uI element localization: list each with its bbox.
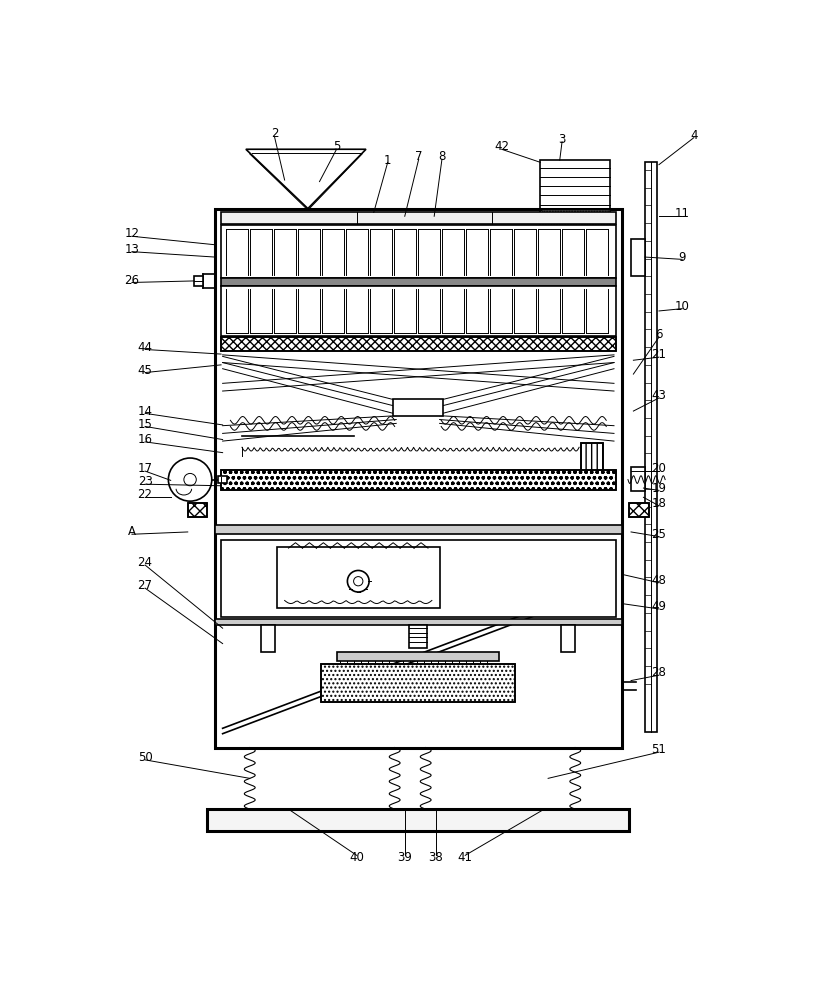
Text: 14: 14 bbox=[138, 405, 152, 418]
Text: 8: 8 bbox=[437, 150, 445, 163]
Text: 41: 41 bbox=[457, 851, 472, 864]
Bar bbox=[221, 337, 615, 351]
Bar bbox=[336, 652, 499, 661]
Text: 50: 50 bbox=[138, 751, 152, 764]
Text: 27: 27 bbox=[138, 579, 152, 592]
Text: 13: 13 bbox=[124, 243, 139, 256]
Bar bbox=[321, 664, 514, 702]
Text: 15: 15 bbox=[138, 418, 152, 431]
Text: 23: 23 bbox=[138, 475, 152, 488]
Text: A: A bbox=[128, 525, 136, 538]
Text: 26: 26 bbox=[124, 274, 139, 287]
Bar bbox=[221, 540, 615, 617]
Text: 20: 20 bbox=[651, 462, 666, 475]
Bar bbox=[221, 225, 615, 278]
Bar bbox=[188, 503, 207, 517]
Bar bbox=[540, 160, 609, 243]
Text: 3: 3 bbox=[558, 133, 565, 146]
Text: 18: 18 bbox=[651, 497, 666, 510]
Text: 1: 1 bbox=[383, 154, 391, 167]
Text: 7: 7 bbox=[414, 150, 422, 163]
Bar bbox=[218, 476, 227, 483]
Bar bbox=[215, 619, 621, 625]
Bar bbox=[581, 443, 603, 473]
Bar bbox=[321, 664, 514, 702]
Text: 21: 21 bbox=[650, 348, 666, 361]
Text: 12: 12 bbox=[124, 227, 139, 240]
Bar bbox=[221, 212, 615, 224]
Bar bbox=[215, 209, 621, 748]
Bar bbox=[221, 470, 615, 490]
Bar bbox=[645, 162, 657, 732]
Bar bbox=[215, 525, 621, 534]
Text: 19: 19 bbox=[650, 482, 666, 495]
Bar bbox=[392, 399, 442, 416]
Text: 9: 9 bbox=[677, 251, 686, 264]
Text: 25: 25 bbox=[651, 528, 666, 541]
Bar bbox=[629, 503, 648, 517]
Text: 10: 10 bbox=[674, 300, 689, 313]
Text: 40: 40 bbox=[349, 851, 364, 864]
Text: 51: 51 bbox=[651, 743, 666, 756]
Bar bbox=[541, 210, 608, 239]
Text: 42: 42 bbox=[494, 140, 509, 153]
Bar bbox=[631, 239, 645, 276]
Bar bbox=[207, 809, 629, 831]
Bar bbox=[561, 625, 575, 652]
Bar bbox=[221, 470, 615, 490]
Text: 11: 11 bbox=[674, 207, 689, 220]
Bar bbox=[221, 278, 615, 286]
Bar bbox=[194, 276, 203, 286]
Text: 5: 5 bbox=[333, 140, 340, 153]
Bar bbox=[631, 466, 645, 491]
Bar bbox=[221, 286, 615, 336]
Text: 43: 43 bbox=[651, 389, 666, 402]
Bar bbox=[221, 337, 615, 351]
Text: 49: 49 bbox=[650, 600, 666, 613]
Bar bbox=[581, 443, 603, 473]
Text: 48: 48 bbox=[651, 574, 666, 587]
Bar bbox=[188, 503, 207, 517]
Bar bbox=[261, 625, 275, 652]
Text: 22: 22 bbox=[138, 488, 152, 501]
Text: 45: 45 bbox=[138, 364, 152, 377]
Text: 24: 24 bbox=[138, 556, 152, 569]
Text: 2: 2 bbox=[270, 127, 278, 140]
Bar bbox=[408, 625, 427, 648]
Text: 39: 39 bbox=[397, 851, 412, 864]
Text: 6: 6 bbox=[654, 328, 662, 341]
Bar bbox=[277, 547, 439, 608]
Text: 28: 28 bbox=[651, 666, 666, 679]
Text: 17: 17 bbox=[138, 462, 152, 475]
Text: 38: 38 bbox=[428, 851, 442, 864]
Bar bbox=[629, 503, 648, 517]
Text: 44: 44 bbox=[138, 341, 152, 354]
Text: 16: 16 bbox=[138, 433, 152, 446]
Text: 4: 4 bbox=[690, 129, 697, 142]
